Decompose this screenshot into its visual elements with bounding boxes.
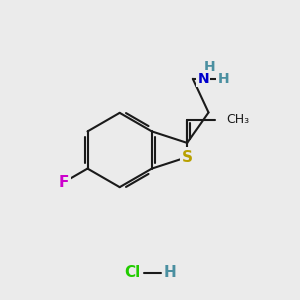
Text: F: F: [58, 175, 69, 190]
Text: H: H: [164, 265, 176, 280]
Text: CH₃: CH₃: [226, 113, 249, 126]
Text: Cl: Cl: [124, 265, 141, 280]
Text: H: H: [217, 72, 229, 86]
Text: H: H: [204, 60, 216, 74]
Text: S: S: [182, 150, 193, 165]
Text: N: N: [197, 72, 209, 86]
